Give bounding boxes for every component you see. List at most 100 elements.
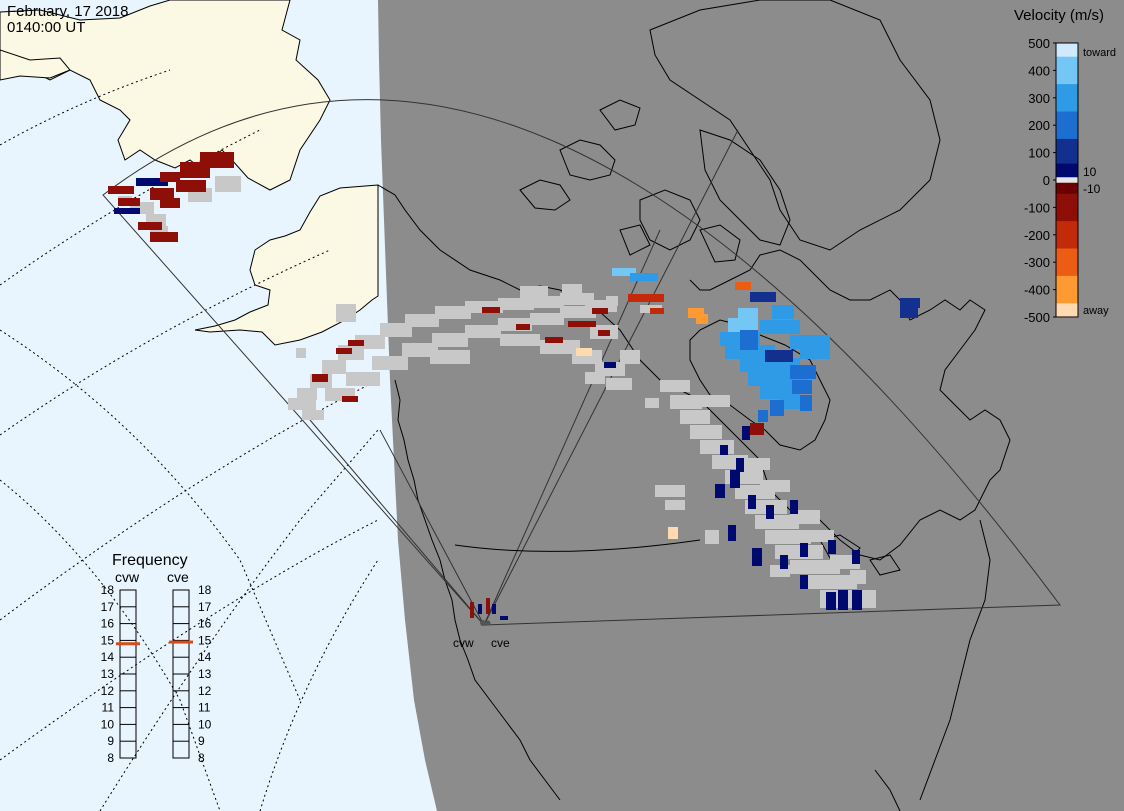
velocity-colorbar-segment xyxy=(1056,190,1078,195)
velocity-cell xyxy=(748,495,756,509)
velocity-cell xyxy=(752,548,762,566)
ground-scatter-cell xyxy=(215,176,241,192)
radar-site-cve-label: cve xyxy=(491,636,510,650)
velocity-colorbar-segment xyxy=(1056,106,1078,110)
frequency-scale-label: 10 xyxy=(101,717,115,731)
velocity-colorbar-segment xyxy=(1056,70,1078,74)
velocity-cell xyxy=(150,188,174,200)
velocity-colorbar-segment xyxy=(1056,158,1078,162)
velocity-colorbar-segment xyxy=(1056,262,1078,266)
ground-scatter-cell xyxy=(288,398,316,410)
velocity-cell xyxy=(852,590,862,610)
ground-scatter-cell xyxy=(380,323,412,337)
velocity-small-tick-neg: -10 xyxy=(1083,182,1101,196)
velocity-colorbar-segment xyxy=(1056,292,1078,296)
velocity-colorbar-segment xyxy=(1056,147,1078,151)
velocity-cell xyxy=(612,268,636,276)
velocity-colorbar-segment xyxy=(1056,73,1078,77)
velocity-colorbar-segment xyxy=(1056,196,1078,200)
velocity-colorbar-segment xyxy=(1056,127,1078,132)
velocity-colorbar-segment xyxy=(1056,48,1078,52)
ground-scatter-cell xyxy=(705,530,719,544)
velocity-colorbar-segment xyxy=(1056,223,1078,228)
velocity-colorbar-segment xyxy=(1056,297,1078,302)
velocity-colorbar-segment xyxy=(1056,163,1078,167)
velocity-colorbar-segment xyxy=(1056,78,1078,82)
velocity-cell xyxy=(728,318,758,332)
velocity-colorbar-segment xyxy=(1056,160,1078,165)
velocity-colorbar-segment xyxy=(1056,259,1078,263)
radar-fov-outlines xyxy=(102,99,1061,626)
velocity-cell xyxy=(604,362,616,368)
velocity-cell xyxy=(900,308,918,318)
velocity-colorbar-segment xyxy=(1056,303,1078,307)
velocity-cell xyxy=(108,186,134,194)
velocity-cell xyxy=(758,410,768,422)
velocity-cell xyxy=(336,348,352,354)
velocity-cell xyxy=(592,308,608,314)
velocity-tick-label: 100 xyxy=(1028,146,1050,161)
ground-scatter-cell xyxy=(520,286,548,298)
velocity-colorbar-segment xyxy=(1056,180,1078,184)
frequency-legend-title: Frequency xyxy=(112,552,188,569)
frequency-radar-label-cve: cve xyxy=(167,569,189,585)
velocity-cell xyxy=(766,505,774,519)
frequency-scale-cve: 18 17 16 15 14 13 12 11 10 9 8 xyxy=(169,583,212,765)
ground-scatter-cell xyxy=(430,350,470,364)
velocity-colorbar-segment xyxy=(1056,81,1078,85)
date-label: February, 17 2018 xyxy=(7,3,128,20)
velocity-cell xyxy=(118,198,140,206)
velocity-colorbar-segment xyxy=(1056,56,1078,61)
radar-data-cells xyxy=(108,152,920,620)
velocity-colorbar-segment xyxy=(1056,264,1078,269)
velocity-cell xyxy=(486,598,490,614)
velocity-colorbar-segment xyxy=(1056,251,1078,255)
velocity-cell xyxy=(750,292,776,302)
velocity-colorbar-segment xyxy=(1056,185,1078,189)
velocity-cell xyxy=(150,232,178,242)
velocity-colorbar-segment xyxy=(1056,207,1078,211)
velocity-colorbar-segment xyxy=(1056,67,1078,71)
velocity-cell xyxy=(114,208,140,214)
land-west-coast xyxy=(394,379,561,801)
velocity-colorbar-segment xyxy=(1056,284,1078,288)
velocity-colorbar-segment xyxy=(1056,144,1078,148)
land-alaska xyxy=(194,184,379,346)
velocity-cell xyxy=(792,380,812,394)
velocity-cell xyxy=(630,273,658,281)
velocity-cell xyxy=(736,458,744,472)
velocity-cell xyxy=(720,445,728,455)
velocity-colorbar-segment xyxy=(1056,229,1078,233)
frequency-scale-label: 15 xyxy=(198,633,212,647)
radar-site-cvw: cvw xyxy=(453,620,486,650)
velocity-tick-label: -300 xyxy=(1024,255,1050,270)
velocity-colorbar-segment xyxy=(1056,86,1078,91)
velocity-colorbar-segment xyxy=(1056,177,1078,181)
frequency-scale-label: 8 xyxy=(198,751,205,765)
velocity-cell xyxy=(740,330,758,350)
velocity-cell xyxy=(136,178,168,186)
ground-scatter-cell xyxy=(405,314,439,327)
velocity-cell xyxy=(650,308,664,314)
ground-scatter-cell xyxy=(465,325,501,338)
velocity-colorbar-segment xyxy=(1056,210,1078,214)
velocity-cell xyxy=(900,298,920,308)
frequency-scale-label: 13 xyxy=(101,667,115,681)
velocity-colorbar-segment xyxy=(1056,114,1078,118)
frequency-scale-label: 15 xyxy=(101,633,115,647)
velocity-cell xyxy=(628,294,664,302)
velocity-cell xyxy=(838,590,848,610)
land-greenland xyxy=(649,0,941,251)
velocity-colorbar-segment xyxy=(1056,300,1078,304)
velocity-colorbar-segment xyxy=(1056,45,1078,50)
velocity-colorbar-segment xyxy=(1056,248,1078,252)
velocity-away-label: away xyxy=(1083,305,1109,317)
velocity-colorbar-segment xyxy=(1056,278,1078,282)
velocity-cell xyxy=(765,350,793,362)
ground-scatter-cell xyxy=(585,372,605,384)
ground-scatter-cell xyxy=(528,296,564,308)
velocity-cell xyxy=(735,282,751,290)
velocity-colorbar-segment xyxy=(1056,141,1078,145)
ground-scatter-cell xyxy=(322,360,346,374)
